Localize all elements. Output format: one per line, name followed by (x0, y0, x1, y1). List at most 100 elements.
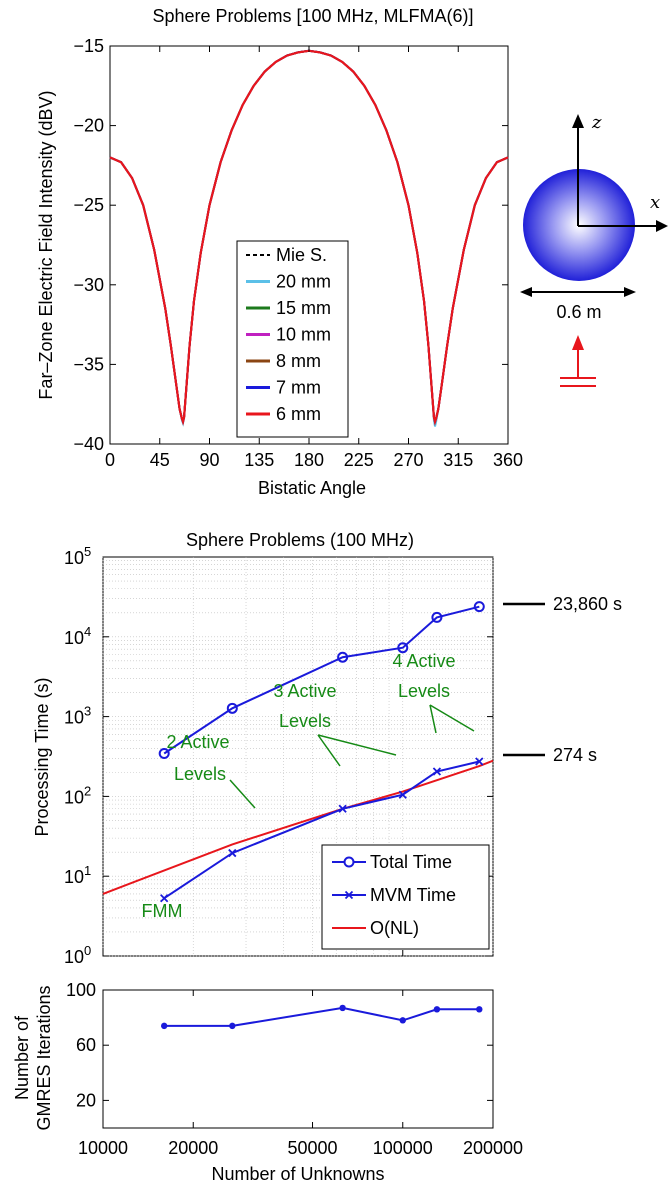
legend-label: Mie S. (276, 245, 327, 265)
total-time-marker (473, 601, 485, 613)
x-tick-label: 315 (443, 450, 473, 470)
level3-pointer-a (317, 734, 341, 767)
y-tick-label: 100 (66, 980, 96, 1000)
total-time-marker (431, 611, 443, 623)
series-line-mvm-time (163, 760, 480, 900)
chart2-ylabel: Processing Time (s) (32, 677, 52, 836)
y-tick-label: 100 (64, 943, 91, 967)
chart3-ylabel-line2: GMRES Iterations (34, 985, 54, 1130)
min-time-label: 274 s (553, 745, 597, 765)
x-tick-label: 180 (294, 450, 324, 470)
series-line-total-time (163, 605, 480, 755)
mvm-time-marker (432, 767, 442, 776)
total-time-marker (158, 747, 170, 759)
y-tick-label: −40 (73, 434, 104, 454)
x-tick-label: 135 (244, 450, 274, 470)
chart1-xlabel: Bistatic Angle (258, 478, 366, 498)
legend-label: 7 mm (276, 378, 321, 398)
dimension-arrow-left (520, 287, 532, 297)
level4-pointer-a (429, 704, 437, 734)
legend-box (236, 240, 349, 438)
total-time-marker (397, 642, 409, 654)
chart2-title: Sphere Problems (100 MHz) (186, 530, 414, 550)
level2-label-line1: 2 Active (166, 732, 229, 752)
level4-label-line1: 4 Active (392, 651, 455, 671)
mvm-time-marker (160, 894, 169, 903)
far-field-chart: Sphere Problems [100 MHz, MLFMA(6)] 0 45 9… (36, 6, 523, 498)
level4-label-line2: Levels (398, 681, 450, 701)
iterations-marker (433, 1006, 441, 1013)
chart1-title: Sphere Problems [100 MHz, MLFMA(6)] (152, 6, 473, 26)
x-tick-label: 360 (493, 450, 523, 470)
x-tick-label: 90 (199, 450, 219, 470)
mvm-time-marker (338, 804, 347, 813)
iterations-line (164, 1006, 480, 1027)
legend-label: 8 mm (276, 351, 321, 371)
x-axis-arrowhead (656, 220, 668, 232)
y-tick-label: −20 (73, 116, 104, 136)
dimension-arrow-right (624, 287, 636, 297)
chart3-xlabel: Number of Unknowns (211, 1164, 384, 1184)
z-axis-label: z (591, 112, 602, 133)
legend-label: 20 mm (276, 272, 331, 292)
max-time-label: 23,860 s (553, 594, 622, 614)
iterations-marker (160, 1022, 168, 1030)
level3-pointer-b (317, 734, 397, 756)
legend-label: Total Time (370, 852, 452, 872)
chart1-ylabel: Far–Zone Electric Field Intensity (dBV) (36, 90, 56, 399)
chart3-ylabel-line1: Number of (12, 1015, 32, 1100)
iterations-marker (229, 1022, 236, 1030)
chart2-legend: Total Time MVM Time O(NL) (321, 844, 490, 950)
legend-label: 6 mm (276, 404, 321, 424)
z-axis-arrowhead (572, 114, 584, 128)
y-tick-label: 102 (64, 783, 91, 807)
level4-pointer-b (429, 704, 475, 732)
y-tick-label: 105 (64, 544, 91, 568)
y-tick-label: −25 (73, 195, 104, 215)
sphere-diagram: z x 0.6 m (520, 112, 668, 387)
x-tick-label: 225 (344, 450, 374, 470)
x-tick-label: 50000 (287, 1138, 337, 1158)
x-tick-label: 0 (105, 450, 115, 470)
x-tick-label: 45 (150, 450, 170, 470)
total-time-marker (337, 651, 349, 663)
x-axis-label: x (650, 192, 660, 213)
dimension-label: 0.6 m (556, 302, 601, 322)
legend-label: 10 mm (276, 325, 331, 345)
source-arrowhead (572, 335, 584, 350)
y-tick-label: 104 (64, 624, 91, 648)
y-tick-label: 101 (64, 863, 91, 887)
x-tick-label: 20000 (168, 1138, 218, 1158)
iterations-marker (476, 1006, 483, 1013)
x-tick-label: 10000 (78, 1138, 128, 1158)
y-tick-label: −30 (73, 275, 104, 295)
y-tick-label: −15 (73, 36, 104, 56)
iterations-marker (339, 1004, 346, 1012)
total-time-marker (226, 702, 238, 714)
legend-label: O(NL) (370, 918, 419, 938)
x-tick-label: 100000 (373, 1138, 433, 1158)
y-tick-label: 60 (76, 1035, 96, 1055)
fmm-label: FMM (142, 901, 183, 921)
legend-marker (343, 856, 355, 868)
chart1-legend: Mie S. 20 mm 15 mm 10 mm 8 mm 7 mm 6 mm (236, 240, 349, 438)
x-tick-label: 270 (393, 450, 423, 470)
processing-time-chart: Sphere Problems (100 MHz) 100 101 102 103 10… (32, 530, 622, 967)
mvm-time-marker (398, 790, 407, 799)
y-tick-label: 103 (64, 704, 91, 728)
iterations-marker (399, 1017, 406, 1024)
mvm-time-marker (228, 848, 237, 858)
level3-label-line2: Levels (279, 711, 331, 731)
series-line-o-nl- (102, 759, 494, 895)
legend-label: MVM Time (370, 885, 456, 905)
mvm-time-marker (475, 757, 484, 766)
legend-label: 15 mm (276, 298, 331, 318)
level2-pointer (229, 779, 256, 809)
level2-label-line2: Levels (174, 764, 226, 784)
x-tick-label: 200000 (463, 1138, 523, 1158)
gmres-iterations-chart: 10000 20000 50000 100000 200000 100 60 20 Numbe… (12, 980, 523, 1184)
legend-marker (344, 890, 354, 900)
y-tick-label: 20 (76, 1090, 96, 1110)
level3-label-line1: 3 Active (273, 681, 336, 701)
